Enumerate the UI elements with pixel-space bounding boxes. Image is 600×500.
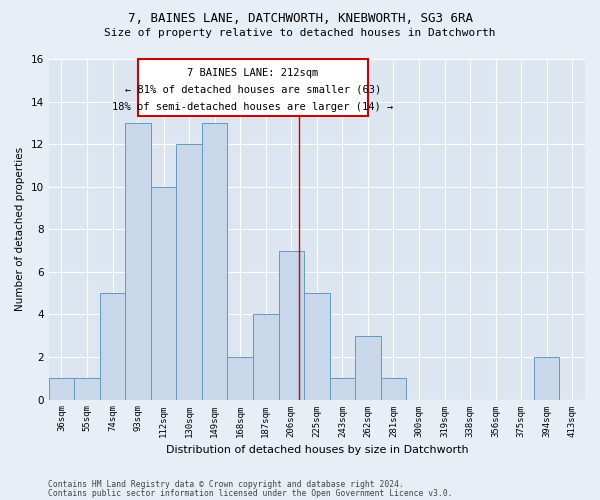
Y-axis label: Number of detached properties: Number of detached properties — [15, 147, 25, 312]
Bar — [534, 357, 559, 400]
Bar — [227, 357, 253, 400]
Bar — [278, 250, 304, 400]
Bar — [304, 293, 329, 400]
X-axis label: Distribution of detached houses by size in Datchworth: Distribution of detached houses by size … — [166, 445, 468, 455]
Bar — [125, 123, 151, 400]
Text: Size of property relative to detached houses in Datchworth: Size of property relative to detached ho… — [104, 28, 496, 38]
Bar — [49, 378, 74, 400]
Text: ← 81% of detached houses are smaller (63): ← 81% of detached houses are smaller (63… — [125, 85, 381, 95]
Bar — [151, 186, 176, 400]
Bar — [176, 144, 202, 400]
Text: 7, BAINES LANE, DATCHWORTH, KNEBWORTH, SG3 6RA: 7, BAINES LANE, DATCHWORTH, KNEBWORTH, S… — [128, 12, 473, 26]
Bar — [202, 123, 227, 400]
Bar — [329, 378, 355, 400]
Text: Contains HM Land Registry data © Crown copyright and database right 2024.: Contains HM Land Registry data © Crown c… — [48, 480, 404, 489]
Bar — [253, 314, 278, 400]
Bar — [100, 293, 125, 400]
Bar — [355, 336, 380, 400]
Text: Contains public sector information licensed under the Open Government Licence v3: Contains public sector information licen… — [48, 488, 452, 498]
Bar — [380, 378, 406, 400]
Bar — [138, 59, 368, 116]
Text: 7 BAINES LANE: 212sqm: 7 BAINES LANE: 212sqm — [187, 68, 319, 78]
Bar — [74, 378, 100, 400]
Text: 18% of semi-detached houses are larger (14) →: 18% of semi-detached houses are larger (… — [112, 102, 394, 112]
